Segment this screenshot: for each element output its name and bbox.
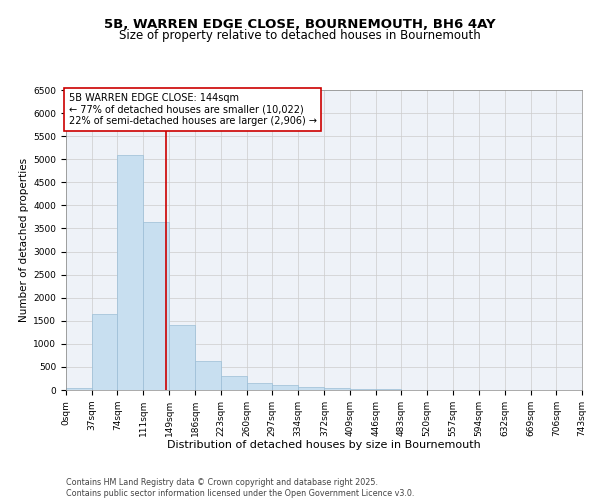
Bar xyxy=(350,388,376,390)
Bar xyxy=(298,387,323,390)
Text: 5B WARREN EDGE CLOSE: 144sqm
← 77% of detached houses are smaller (10,022)
22% o: 5B WARREN EDGE CLOSE: 144sqm ← 77% of de… xyxy=(68,93,317,126)
Y-axis label: Number of detached properties: Number of detached properties xyxy=(19,158,29,322)
Bar xyxy=(118,154,143,390)
Bar xyxy=(66,388,92,390)
Bar xyxy=(325,388,350,390)
Bar xyxy=(272,385,298,390)
Bar xyxy=(92,314,118,390)
Bar xyxy=(221,376,247,390)
Bar xyxy=(247,383,272,390)
Bar xyxy=(376,389,401,390)
Bar xyxy=(143,222,169,390)
Bar xyxy=(195,362,221,390)
Bar xyxy=(169,326,195,390)
Text: Contains HM Land Registry data © Crown copyright and database right 2025.
Contai: Contains HM Land Registry data © Crown c… xyxy=(66,478,415,498)
Text: Size of property relative to detached houses in Bournemouth: Size of property relative to detached ho… xyxy=(119,29,481,42)
Text: 5B, WARREN EDGE CLOSE, BOURNEMOUTH, BH6 4AY: 5B, WARREN EDGE CLOSE, BOURNEMOUTH, BH6 … xyxy=(104,18,496,30)
X-axis label: Distribution of detached houses by size in Bournemouth: Distribution of detached houses by size … xyxy=(167,440,481,450)
